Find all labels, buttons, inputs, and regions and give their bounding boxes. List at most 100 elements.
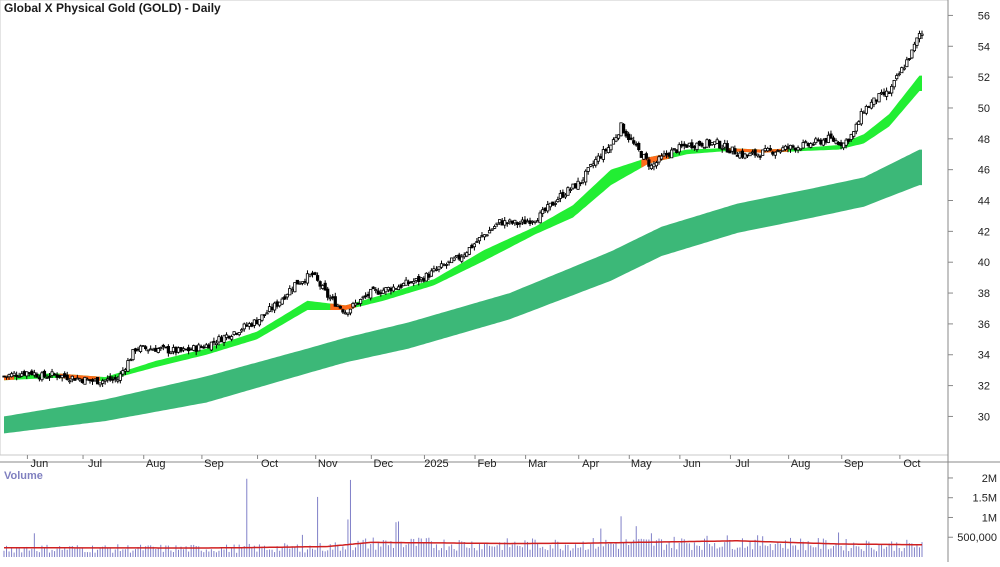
candle-body	[315, 275, 320, 281]
price-tick-label: 46	[978, 165, 990, 177]
candle-body	[576, 180, 580, 190]
candle-body	[429, 270, 433, 277]
candle-body	[424, 272, 428, 282]
x-tick-label: Jun	[683, 458, 701, 470]
candle-body	[151, 348, 155, 351]
candle-body	[647, 159, 651, 167]
candle-body	[920, 33, 924, 36]
candle-body	[381, 289, 385, 294]
candle-body	[379, 292, 383, 295]
x-tick-label: Nov	[318, 458, 338, 470]
candle-body	[543, 207, 547, 212]
candle-body	[748, 152, 752, 157]
candle-body	[45, 377, 49, 379]
x-tick-label: 2025	[424, 458, 448, 470]
candle-body	[434, 269, 439, 271]
candle-body	[106, 378, 110, 381]
candle-body	[685, 144, 689, 148]
candle-body	[715, 139, 719, 144]
candle-body	[872, 97, 876, 105]
candle-body	[907, 58, 911, 60]
candle-body	[407, 281, 411, 285]
x-tick-label: Oct	[903, 458, 920, 470]
candle-body	[546, 204, 550, 212]
candle-body	[761, 149, 765, 156]
candle-body	[224, 334, 229, 338]
candle-body	[25, 371, 29, 377]
candle-body	[338, 305, 342, 309]
price-tick-label: 42	[978, 226, 990, 238]
candle-body	[533, 220, 537, 223]
candle-body	[118, 373, 122, 381]
candle-body	[240, 329, 244, 332]
candle-body	[548, 202, 552, 208]
candle-body	[475, 241, 479, 243]
candle-body	[230, 336, 234, 340]
candle-body	[68, 380, 72, 383]
candle-body	[138, 345, 143, 352]
candle-body	[7, 374, 11, 378]
candle-body	[682, 143, 686, 147]
candle-body	[455, 255, 459, 258]
candle-body	[836, 141, 841, 145]
candle-body	[171, 347, 176, 353]
candle-body	[642, 153, 646, 160]
candle-body	[584, 170, 588, 183]
x-tick-label: Aug	[146, 458, 166, 470]
candle-body	[581, 179, 585, 183]
candle-body	[518, 222, 522, 225]
candle-body	[222, 335, 226, 343]
candle-body	[753, 149, 757, 156]
candle-body	[606, 147, 611, 153]
candle-body	[149, 348, 153, 351]
candle-body	[801, 142, 805, 149]
candle-body	[869, 101, 874, 109]
volume-tick-label: 1M	[982, 512, 997, 524]
candle-body	[786, 146, 790, 149]
candle-body	[417, 276, 421, 283]
candle-body	[677, 144, 681, 153]
candle-body	[586, 167, 590, 172]
candle-body	[442, 264, 446, 267]
candle-body	[346, 312, 350, 315]
candle-body	[305, 273, 310, 284]
candle-body	[255, 319, 259, 325]
candle-body	[17, 376, 21, 378]
long-ma-band	[4, 149, 922, 434]
candle-body	[743, 153, 747, 159]
candle-body	[604, 148, 608, 152]
candle-body	[659, 155, 664, 160]
candle-body	[161, 344, 165, 347]
candle-body	[768, 147, 772, 151]
candle-body	[467, 247, 471, 255]
candle-body	[568, 189, 573, 191]
candle-body	[490, 228, 494, 231]
candle-body	[121, 370, 125, 375]
candle-body	[649, 164, 654, 170]
volume-tick-label: 1.5M	[973, 493, 997, 505]
candle-body	[799, 148, 803, 151]
candle-body	[65, 374, 69, 381]
candle-body	[917, 33, 922, 40]
candle-body	[58, 374, 62, 378]
candle-body	[867, 106, 871, 108]
candle-body	[811, 143, 815, 146]
candle-body	[849, 134, 853, 140]
candle-body	[414, 278, 418, 281]
candle-body	[599, 156, 603, 159]
candle-body	[285, 293, 289, 298]
candle-body	[2, 375, 6, 378]
candle-body	[672, 148, 676, 150]
candle-body	[826, 134, 831, 143]
candle-body	[730, 146, 734, 152]
candle-body	[477, 237, 482, 242]
candle-body	[700, 142, 704, 147]
candle-body	[563, 194, 568, 198]
candle-body	[308, 273, 312, 277]
candle-body	[141, 345, 145, 347]
candle-body	[510, 220, 514, 224]
candle-body	[900, 67, 904, 74]
candle-body	[528, 220, 532, 225]
candle-body	[553, 203, 557, 205]
candle-body	[103, 379, 107, 382]
